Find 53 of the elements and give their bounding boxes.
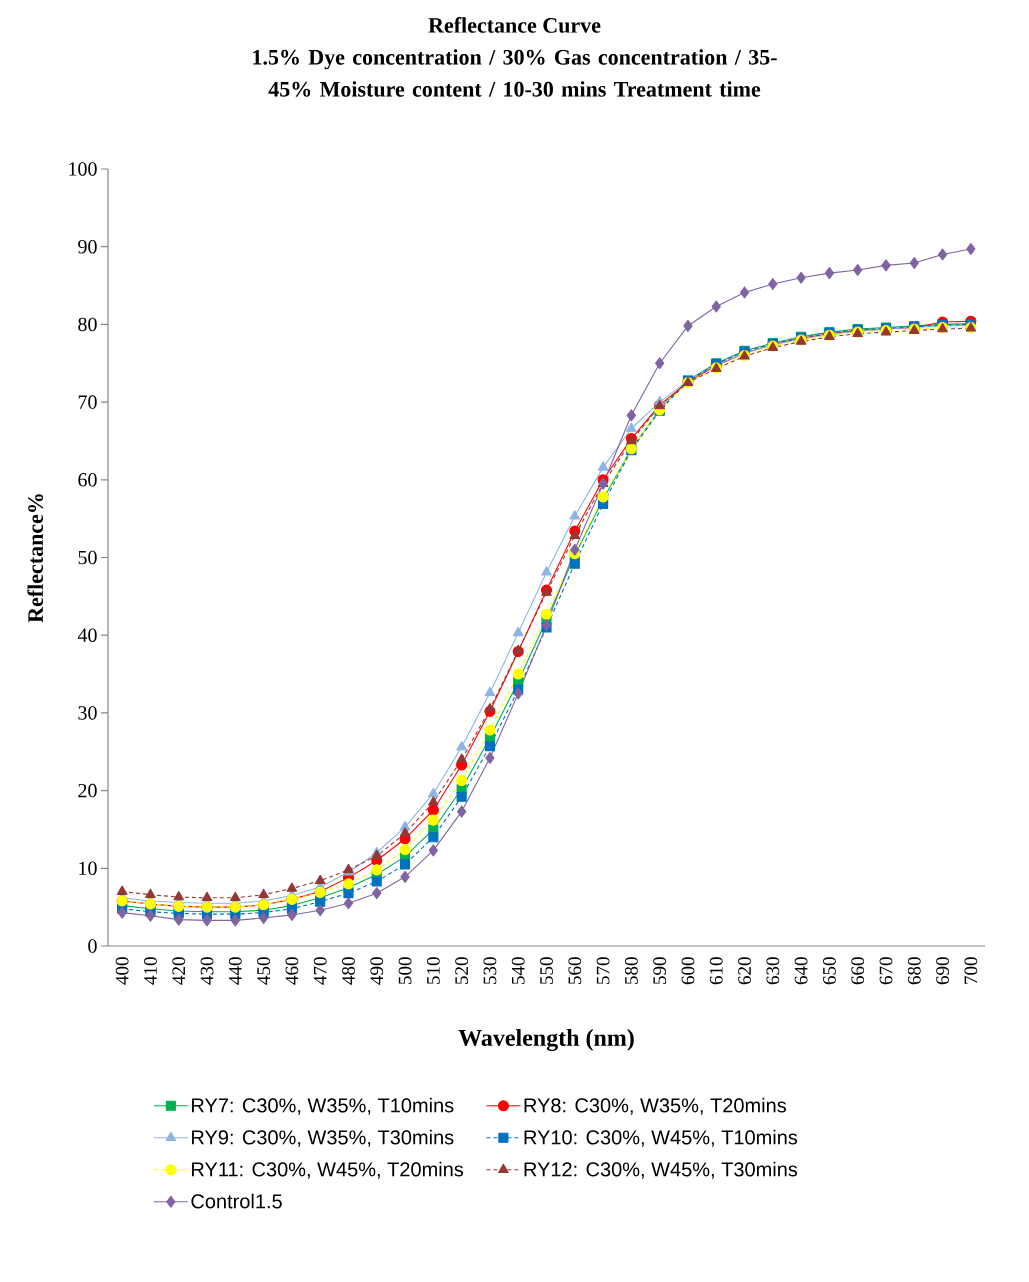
y-tick-label: 0 [88,939,97,953]
x-tick-label: 630 [766,957,780,985]
x-tick-label: 490 [370,957,384,985]
x-tick-label: 670 [879,957,893,985]
y-tick-label: 70 [78,395,97,409]
x-tick-label: 540 [511,957,525,984]
x-tick-label: 410 [144,957,157,985]
y-tick-label: 50 [78,550,97,565]
x-tick-label: 530 [483,957,497,984]
x-tick-label: 660 [851,957,865,985]
chart-title: Reflectance Curve [428,17,601,33]
x-tick-label: 590 [653,957,667,984]
x-tick-label: 430 [200,957,214,985]
legend-label: RY10: C30%, W45%, T10mins [524,1129,798,1147]
y-axis-title: Reflectance% [27,494,44,623]
x-tick-label: 400 [115,957,129,985]
x-tick-label: 680 [907,957,921,985]
x-tick-label: 450 [257,957,271,985]
legend-label: RY8: C30%, W35%, T20mins [524,1097,786,1115]
y-tick-label: 60 [78,473,97,487]
x-tick-label: 550 [540,957,553,984]
x-tick-label: 460 [285,957,299,985]
y-tick-label: 90 [78,239,97,254]
legend-label: RY11: C30%, W45%, T20mins [192,1161,464,1179]
y-tick-label: 20 [78,783,97,798]
x-tick-label: 470 [313,957,327,985]
legend-label: RY7: C30%, W35%, T10mins [192,1097,454,1115]
x-tick-label: 570 [596,957,610,984]
x-tick-label: 620 [738,957,751,985]
chart-subtitle: 1.5% Dye concentration / 30% Gas concentration / 35-45% Moisture content / 10-30 mins Treatment time [253,49,777,97]
legend-label: RY12: C30%, W45%, T30mins [524,1161,798,1179]
x-tick-label: 580 [624,957,638,984]
x-tick-label: 610 [709,957,723,985]
x-axis-title: Wavelength (nm) [458,1029,634,1051]
x-tick-label: 520 [455,957,469,984]
legend-label: RY9: C30%, W35%, T30mins [192,1129,454,1147]
x-tick-label: 440 [228,957,242,985]
legend-label: Control1.5 [191,1193,282,1209]
y-tick-label: 30 [78,706,97,720]
x-tick-label: 700 [964,957,978,984]
y-tick-label: 80 [78,317,97,332]
x-tick-label: 420 [172,957,186,985]
x-tick-label: 640 [794,957,808,985]
x-tick-label: 480 [342,957,355,985]
y-tick-label: 100 [69,162,97,176]
x-tick-label: 500 [398,957,412,984]
x-tick-label: 560 [568,957,582,984]
x-tick-label: 510 [426,957,440,984]
y-tick-label: 40 [77,628,97,642]
x-tick-label: 650 [822,957,836,985]
y-tick-label: 10 [79,861,97,876]
x-tick-label: 600 [681,957,695,985]
x-tick-label: 690 [936,957,949,985]
